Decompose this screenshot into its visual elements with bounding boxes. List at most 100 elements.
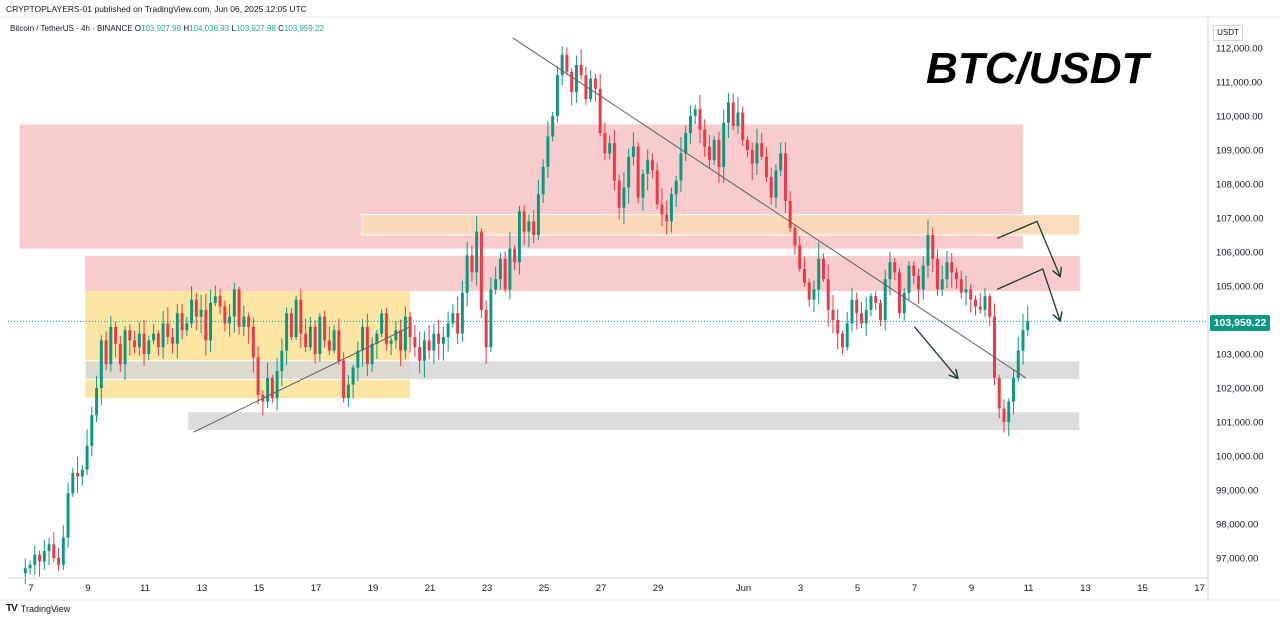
candle-body: [42, 551, 46, 562]
candle-body: [66, 493, 70, 538]
candle-body: [237, 289, 241, 327]
candle-body: [270, 377, 274, 399]
candle-body: [997, 377, 1001, 409]
candle-body: [370, 343, 374, 365]
candle-body: [574, 65, 578, 93]
tradingview-logo-icon: TV: [6, 603, 18, 614]
candle-body: [47, 544, 51, 552]
x-tick-label: 29: [653, 583, 664, 594]
candle-body: [684, 133, 688, 154]
candle-body: [1012, 377, 1015, 402]
candle-body: [337, 330, 341, 361]
candle-body: [736, 112, 740, 127]
y-tick-label: 101,000.00: [1216, 418, 1264, 429]
y-tick-label: 98,000.00: [1216, 520, 1258, 531]
candle-body: [399, 330, 403, 351]
candle-body: [779, 153, 783, 171]
candle-body: [660, 204, 664, 215]
candle-body: [76, 473, 80, 477]
candle-body: [788, 201, 792, 229]
currency-button[interactable]: USDT: [1213, 25, 1243, 41]
candle-body: [470, 255, 474, 273]
candle-body: [498, 258, 502, 280]
candle-body: [655, 170, 659, 205]
open-value: 103,927.99: [141, 24, 182, 33]
low-label: L: [231, 24, 236, 33]
candle-body: [190, 299, 194, 324]
candle-body: [1007, 401, 1011, 422]
candle-body: [489, 289, 493, 348]
close-value: 103,959.22: [283, 24, 324, 33]
candle-body: [536, 194, 540, 235]
candle-body: [413, 337, 417, 348]
candle-body: [418, 347, 422, 361]
x-tick-label: 15: [254, 583, 265, 594]
trendline-1: [193, 326, 411, 433]
close-label: C: [278, 24, 284, 33]
candle-body: [698, 109, 702, 130]
projection-arrow-1: [996, 220, 1060, 275]
y-tick-label: 112,000.00: [1216, 44, 1263, 55]
x-tick-label: 19: [368, 583, 379, 594]
x-tick-label: 17: [1194, 583, 1205, 594]
candle-body: [883, 279, 887, 320]
candle-body: [898, 272, 901, 314]
candle-body: [123, 330, 127, 365]
x-tick-label: 9: [85, 583, 90, 594]
projection-arrow-2: [996, 268, 1060, 320]
candle-body: [764, 156, 768, 178]
candle-body: [342, 360, 346, 399]
candle-body: [712, 139, 716, 161]
candle-body: [978, 306, 982, 310]
candle-body: [817, 258, 821, 290]
candle-body: [679, 153, 683, 181]
candle-body: [522, 211, 526, 232]
candle-body: [389, 340, 393, 344]
candle-body: [741, 112, 745, 140]
candle-body: [508, 248, 512, 290]
candle-body: [109, 326, 113, 365]
candle-body: [603, 133, 607, 154]
x-tick-label: 5: [855, 583, 860, 594]
candle-body: [228, 316, 232, 324]
y-tick-label: 107,000.00: [1216, 214, 1264, 225]
candle-body: [731, 102, 735, 127]
x-tick-label: 7: [28, 583, 33, 594]
y-tick-label: 105,000.00: [1216, 282, 1264, 293]
candle-body: [422, 340, 426, 361]
candle-body: [95, 388, 99, 416]
candle-body: [665, 214, 669, 222]
candle-body: [631, 146, 635, 157]
candle-body: [494, 279, 498, 290]
candle-body: [646, 160, 650, 174]
candle-body: [874, 296, 878, 303]
candle-body: [361, 326, 365, 351]
candle-body: [256, 357, 260, 395]
candle-body: [707, 146, 711, 161]
candle-body: [532, 221, 536, 235]
candle-body: [513, 248, 517, 263]
high-value: 104,036.93: [189, 24, 230, 33]
candle-body: [242, 316, 246, 327]
candle-body: [484, 309, 488, 348]
ohlc-legend: Bitcoin / TetherUS · 4h · BINANCE O103,9…: [10, 24, 324, 33]
candle-body: [688, 116, 692, 133]
candle-body: [204, 309, 208, 341]
candle-body: [503, 258, 507, 290]
x-tick-label: 27: [596, 583, 607, 594]
candle-body: [936, 258, 939, 290]
footer-brand[interactable]: TV TradingView: [6, 603, 70, 614]
candle-body: [356, 350, 360, 368]
symbol-label[interactable]: Bitcoin / TetherUS · 4h · BINANCE: [10, 24, 133, 33]
y-tick-label: 108,000.00: [1216, 180, 1264, 191]
candle-body: [888, 262, 892, 280]
candle-body: [593, 78, 597, 89]
candle-body: [812, 289, 816, 300]
candle-body: [365, 326, 369, 365]
y-tick-label: 111,000.00: [1216, 78, 1262, 89]
x-tick-label: 25: [539, 583, 550, 594]
x-tick-label: 21: [425, 583, 436, 594]
candle-body: [921, 265, 925, 290]
candle-body: [774, 170, 778, 198]
